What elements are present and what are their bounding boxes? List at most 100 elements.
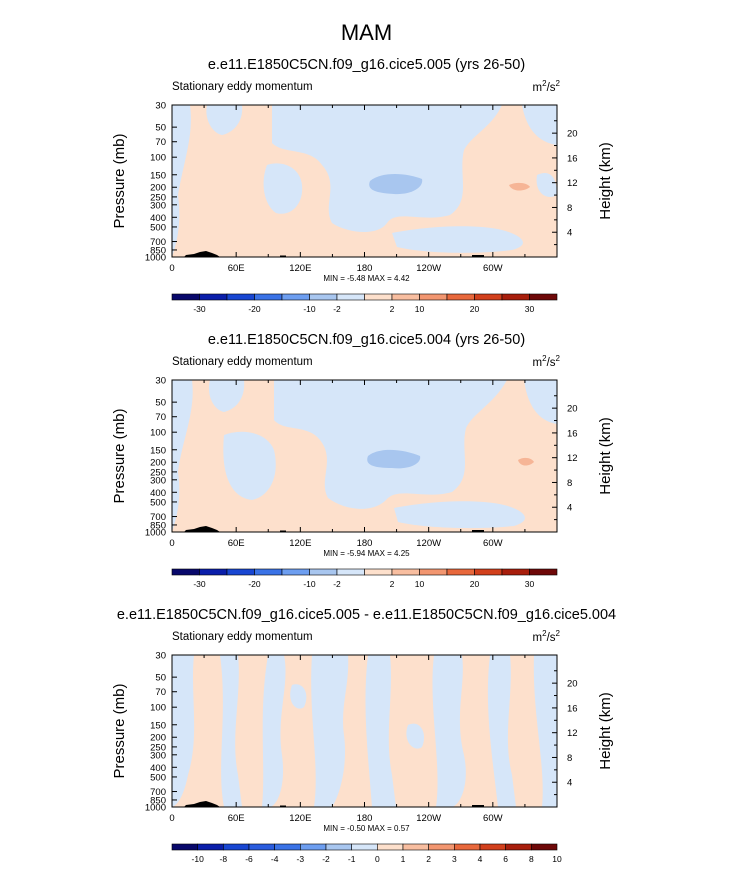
terrain-mask	[472, 805, 484, 807]
contour-region	[414, 112, 435, 130]
x-tick-label: 120E	[289, 813, 311, 822]
terrain-mask	[280, 530, 286, 532]
colorbar-swatch	[419, 568, 448, 576]
colorbar-swatch	[171, 843, 198, 851]
y-tick-label: 300	[150, 750, 166, 761]
contour-region	[369, 174, 423, 195]
colorbar-swatch	[336, 293, 365, 301]
contour-region	[290, 684, 307, 709]
y-tick-label: 70	[155, 687, 166, 698]
colorbar-swatch	[531, 843, 558, 851]
y2-tick-label: 12	[567, 178, 578, 189]
colorbar-swatch	[199, 568, 228, 576]
contour-plot-2: 3050701001502002503004005007008501000481…	[111, 376, 614, 548]
colorbar-swatch	[199, 293, 228, 301]
contour-region	[392, 226, 523, 253]
min-max-label: MIN = -5.94 MAX = 4.25	[323, 549, 410, 558]
colorbar-label: -30	[193, 304, 206, 314]
y2-tick-label: 4	[567, 503, 572, 514]
colorbar-swatch	[428, 843, 455, 851]
y2-tick-label: 12	[567, 453, 578, 464]
contour-region	[509, 182, 530, 191]
panel-title: e.e11.E1850C5CN.f09_g16.cice5.005 - e.e1…	[116, 607, 617, 623]
min-max-label: MIN = -5.48 MAX = 4.42	[323, 274, 410, 283]
y-tick-label: 250	[150, 742, 166, 753]
y-tick-label: 30	[155, 651, 166, 662]
panel-units: m2/s2	[532, 629, 560, 644]
y-tick-label: 400	[150, 763, 166, 774]
y-tick-label: 850	[150, 520, 166, 531]
colorbar-label: 0	[375, 854, 380, 864]
colorbar-swatch	[309, 293, 338, 301]
panel-title: e.e11.E1850C5CN.f09_g16.cice5.005 (yrs 2…	[207, 57, 526, 73]
y-tick-label: 1000	[145, 803, 166, 814]
terrain-mask	[184, 801, 220, 807]
panel-subtitle: Stationary eddy momentum	[172, 356, 313, 368]
colorbar-label: 10	[415, 579, 425, 589]
y-tick-label: 50	[155, 673, 166, 684]
colorbar-label: 4	[478, 854, 483, 864]
contour-region	[220, 655, 242, 807]
y-tick-label: 100	[150, 428, 166, 439]
colorbar-swatch	[364, 293, 393, 301]
colorbar-swatch	[281, 568, 310, 576]
y-tick-label: 200	[150, 733, 166, 744]
colorbar-label: -6	[245, 854, 253, 864]
y-tick-label: 850	[150, 795, 166, 806]
colorbar-label: 30	[525, 304, 535, 314]
colorbar-swatch	[197, 843, 224, 851]
y2-tick-label: 20	[567, 129, 578, 140]
terrain-mask	[472, 530, 484, 532]
y-tick-label: 100	[150, 153, 166, 164]
y-tick-label: 400	[150, 488, 166, 499]
contour-plot-3: 3050701001502002503004005007008501000481…	[111, 651, 614, 823]
y-tick-label: 700	[150, 237, 166, 248]
x-tick-label: 60W	[483, 813, 503, 822]
y2-tick-label: 16	[567, 153, 578, 164]
colorbar-label: -4	[271, 854, 279, 864]
x-tick-label: 180	[357, 263, 373, 272]
y2-axis-label: Height (km)	[597, 692, 614, 770]
field-contours	[172, 105, 557, 257]
y2-tick-label: 4	[567, 228, 572, 239]
colorbar-swatch	[501, 293, 530, 301]
colorbar-label: -2	[322, 854, 330, 864]
colorbar-label: -30	[193, 579, 206, 589]
colorbar-swatch	[171, 568, 200, 576]
panel-title: e.e11.E1850C5CN.f09_g16.cice5.004 (yrs 2…	[207, 332, 526, 348]
colorbar-swatch	[300, 843, 327, 851]
panel-subtitle: Stationary eddy momentum	[172, 631, 313, 643]
colorbar-label: -8	[220, 854, 228, 864]
colorbar-swatch	[351, 843, 378, 851]
colorbar-swatch	[446, 293, 475, 301]
colorbar-label: 20	[470, 579, 480, 589]
colorbar-label: 10	[552, 854, 562, 864]
y2-tick-label: 8	[567, 753, 572, 764]
colorbar-swatch	[223, 843, 250, 851]
contour-region	[522, 105, 557, 145]
terrain-mask	[184, 251, 220, 257]
contour-region	[208, 380, 245, 412]
panel-subtitle: Stationary eddy momentum	[172, 81, 313, 93]
panel-units: m2/s2	[532, 354, 560, 369]
colorbar-swatch	[474, 293, 503, 301]
x-tick-label: 60W	[483, 263, 503, 272]
x-tick-label: 0	[169, 813, 174, 822]
colorbar-label: -20	[248, 304, 261, 314]
colorbar-label: 6	[503, 854, 508, 864]
y-tick-label: 700	[150, 512, 166, 523]
y-axis-label: Pressure (mb)	[111, 683, 128, 778]
colorbar-swatch	[391, 293, 420, 301]
x-tick-label: 60W	[483, 538, 503, 547]
colorbar-swatch	[226, 293, 255, 301]
colorbar-swatch	[336, 568, 365, 576]
colorbar-label: -3	[297, 854, 305, 864]
colorbar-swatch	[446, 568, 475, 576]
y-tick-label: 850	[150, 245, 166, 256]
contour-region	[410, 385, 433, 405]
x-tick-label: 180	[357, 813, 373, 822]
x-tick-label: 60E	[228, 263, 245, 272]
x-tick-label: 120E	[289, 538, 311, 547]
y-tick-label: 70	[155, 412, 166, 423]
colorbar-swatch	[248, 843, 275, 851]
